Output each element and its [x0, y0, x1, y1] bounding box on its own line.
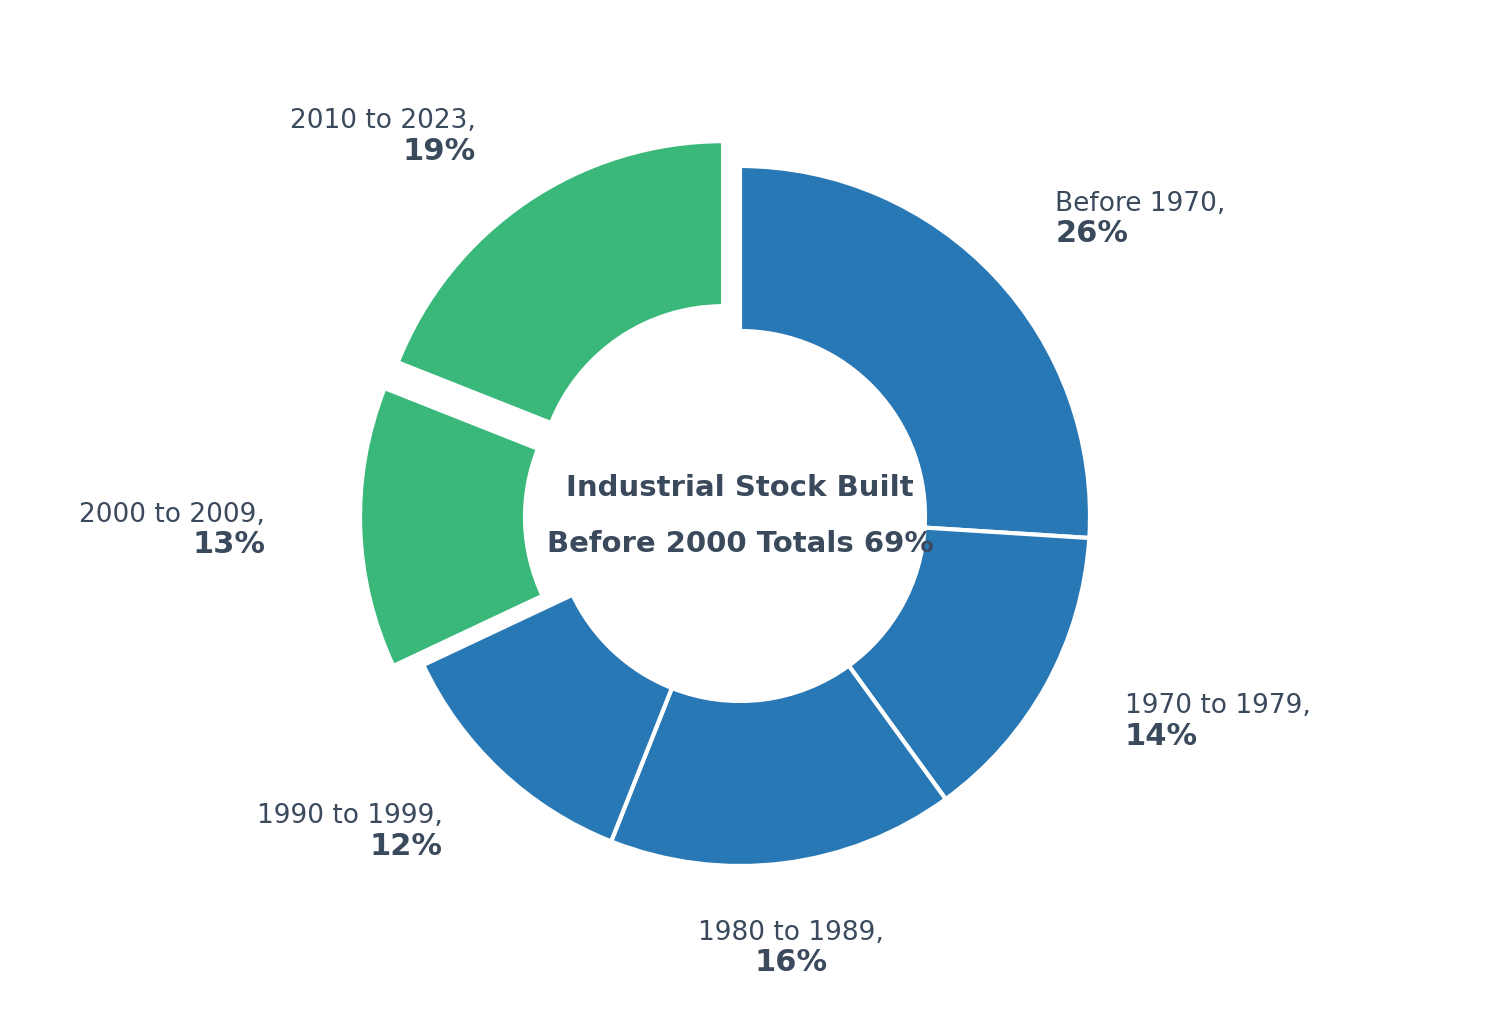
Wedge shape: [610, 666, 945, 866]
Text: 19%: 19%: [402, 136, 476, 166]
Text: Before 2000 Totals 69%: Before 2000 Totals 69%: [546, 530, 933, 558]
Text: 16%: 16%: [754, 948, 828, 978]
Text: 2010 to 2023,: 2010 to 2023,: [290, 108, 476, 134]
Wedge shape: [398, 142, 723, 423]
Text: 1980 to 1989,: 1980 to 1989,: [698, 919, 883, 946]
Text: 2000 to 2009,: 2000 to 2009,: [80, 502, 266, 527]
Text: 26%: 26%: [1054, 220, 1128, 248]
Text: Industrial Stock Built: Industrial Stock Built: [566, 474, 914, 502]
Wedge shape: [360, 388, 543, 666]
Text: 12%: 12%: [370, 832, 442, 861]
Text: 1970 to 1979,: 1970 to 1979,: [1125, 694, 1311, 719]
Wedge shape: [740, 166, 1090, 538]
Text: 14%: 14%: [1125, 721, 1198, 751]
Text: Before 1970,: Before 1970,: [1054, 191, 1226, 216]
Text: 1990 to 1999,: 1990 to 1999,: [256, 803, 442, 829]
Wedge shape: [849, 527, 1089, 799]
Wedge shape: [423, 595, 672, 841]
Text: 13%: 13%: [192, 530, 266, 559]
